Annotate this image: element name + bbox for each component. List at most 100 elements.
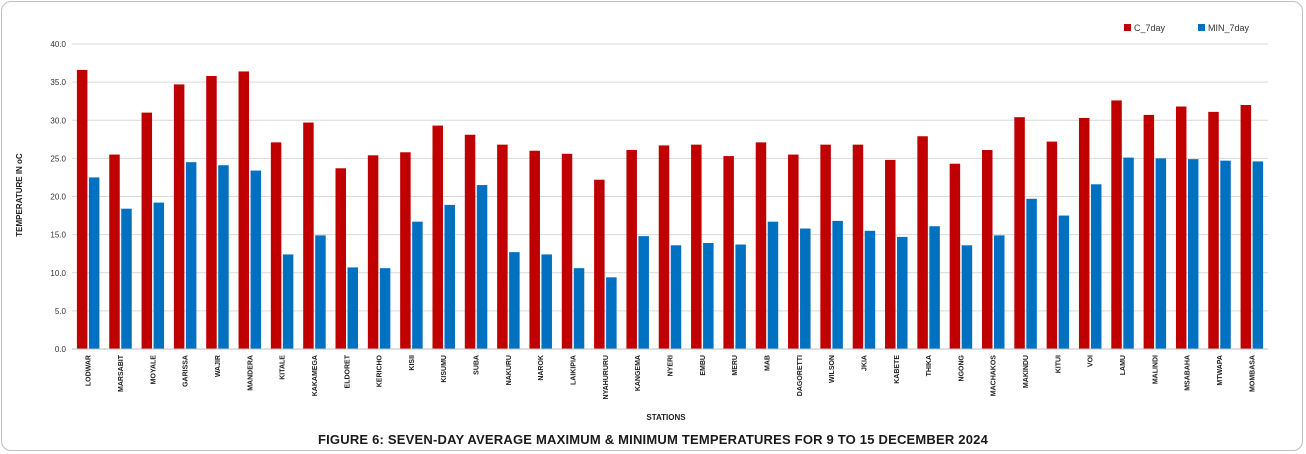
y-tick-label: 30.0	[50, 116, 66, 125]
bar-min-mtwapa	[1220, 160, 1231, 349]
bar-max-nyeri	[658, 145, 670, 349]
legend-label: MIN_7day	[1208, 23, 1250, 33]
bar-max-nyahururu	[594, 179, 605, 349]
y-tick-label: 25.0	[50, 154, 66, 163]
x-axis-labels: LODWAR MARSABIT MOYALE GARISSA WAJIR MANDERA K…	[86, 354, 1257, 399]
bar-max-jkia	[852, 144, 864, 349]
bar-max-embu	[691, 144, 702, 349]
bar-min-embu	[703, 243, 714, 349]
bar-min-thika	[929, 226, 940, 349]
bar-min-moyale	[153, 202, 165, 349]
bar-max-mtwapa	[1208, 111, 1219, 349]
bar-max-kabete	[885, 159, 896, 349]
x-tick-label: NGONG	[958, 354, 965, 381]
bar-max-kitui	[1046, 141, 1058, 349]
bar-max-nakuru	[497, 144, 508, 349]
bar-max-machakos	[981, 149, 993, 349]
legend-swatch	[1124, 24, 1131, 31]
bar-max-kakamega	[303, 122, 314, 349]
x-tick-label: MANDERA	[247, 355, 254, 391]
y-tick-label: 5.0	[55, 307, 67, 316]
x-tick-label: KITUI	[1055, 355, 1062, 373]
x-axis-title: STATIONS	[646, 413, 686, 422]
bar-max-marsabit	[109, 154, 120, 349]
bar-min-kakamega	[315, 235, 326, 349]
legend-label: C_7day	[1134, 23, 1166, 33]
bar-max-eldoret	[335, 168, 347, 349]
x-tick-label: VOI	[1088, 355, 1095, 367]
bar-max-meru	[723, 156, 734, 349]
bar-min-jkia	[864, 230, 876, 349]
x-tick-label: LAMU	[1120, 355, 1127, 375]
x-tick-label: GARISSA	[183, 355, 190, 387]
bar-min-kabete	[897, 236, 908, 349]
bar-max-lodwar	[76, 69, 88, 350]
x-tick-label: DAGORETTI	[797, 355, 804, 396]
bar-min-kisii	[412, 221, 423, 349]
x-tick-label: EMBU	[700, 355, 707, 376]
y-tick-label: 10.0	[50, 269, 66, 278]
bar-min-mombasa	[1252, 161, 1264, 349]
x-tick-label: NYERI	[668, 355, 675, 376]
bar-min-kangema	[638, 236, 649, 349]
bar-min-meru	[735, 244, 746, 349]
x-tick-label: LODWAR	[86, 355, 93, 386]
bar-max-kitale	[270, 142, 282, 349]
bar-max-mandera	[238, 71, 250, 349]
bar-min-voi	[1090, 184, 1102, 349]
bar-max-ngong	[949, 163, 961, 349]
bar-max-moyale	[141, 112, 153, 349]
x-tick-label: KISUMU	[441, 355, 448, 383]
bar-max-mab	[755, 142, 767, 349]
y-axis-ticks: 0.0 5.0 10.0 15.0 20.0 25.0 30.0 35.0 40.0	[50, 40, 66, 354]
bar-max-narok	[529, 150, 540, 349]
x-tick-label: KERICHO	[377, 354, 384, 387]
y-axis-title: TEMPERATURE IN oC	[15, 153, 24, 237]
bar-min-mab	[767, 221, 779, 349]
x-tick-label: WILSON	[829, 355, 836, 383]
x-tick-label: MAB	[764, 355, 771, 371]
x-tick-label: MTWAPA	[1217, 355, 1224, 386]
bar-max-suba	[464, 134, 476, 349]
bar-max-garissa	[173, 84, 185, 349]
bar-max-dagoretti	[788, 154, 799, 349]
bar-min-marsabit	[121, 208, 132, 349]
x-tick-label: KAKAMEGA	[312, 355, 319, 396]
temperature-bar-chart: 0.0 5.0 10.0 15.0 20.0 25.0 30.0 35.0 40.0 LODWA…	[15, 23, 1268, 422]
legend-swatch	[1198, 24, 1205, 31]
y-tick-label: 0.0	[55, 345, 67, 354]
bar-min-machakos	[993, 235, 1005, 349]
bar-min-makindu	[1026, 198, 1037, 349]
bar-min-nyeri	[670, 245, 682, 349]
bar-min-eldoret	[347, 267, 359, 349]
bar-min-suba	[476, 185, 488, 349]
x-tick-label: WAJIR	[215, 355, 222, 377]
x-tick-label: SUBA	[474, 355, 481, 375]
x-tick-label: NAKURU	[506, 355, 513, 385]
bar-max-kisii	[400, 152, 411, 349]
x-tick-label: MALINDI	[1152, 355, 1159, 384]
bar-max-makindu	[1014, 117, 1025, 349]
bar-min-nyahururu	[606, 277, 617, 349]
x-tick-label: KISII	[409, 355, 416, 371]
bar-max-malindi	[1143, 114, 1155, 349]
x-tick-label: LAIKIPIA	[571, 355, 578, 385]
x-tick-label: KABETE	[894, 355, 901, 384]
legend: C_7day MIN_7day	[1124, 23, 1250, 33]
bar-min-laikipia	[573, 268, 585, 349]
bar-min-ngong	[961, 245, 973, 349]
x-tick-label: MAKINDU	[1023, 355, 1030, 388]
x-tick-label: NYAHURURU	[603, 355, 610, 399]
y-tick-label: 15.0	[50, 231, 66, 240]
x-tick-label: NAROK	[538, 355, 545, 381]
bar-max-lamu	[1111, 100, 1122, 349]
bar-min-kisumu	[444, 204, 455, 349]
x-tick-label: THIKA	[926, 355, 933, 376]
bar-min-lodwar	[88, 177, 100, 349]
bars	[76, 69, 1264, 350]
x-tick-label: JKIA	[861, 355, 868, 371]
bar-min-wilson	[832, 220, 843, 349]
x-tick-label: KITALE	[280, 355, 287, 380]
x-tick-label: MOMBASA	[1249, 355, 1256, 392]
bar-min-lamu	[1123, 157, 1134, 349]
